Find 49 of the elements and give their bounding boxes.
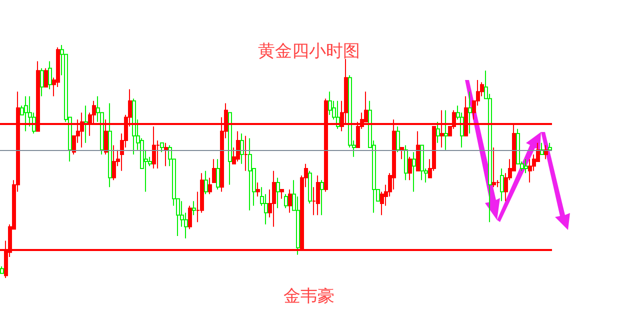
candlestick: [276, 177, 280, 209]
candlestick: [132, 98, 136, 156]
candlestick: [524, 158, 528, 174]
candlestick: [204, 170, 208, 195]
candlestick: [396, 126, 400, 153]
candlestick: [416, 130, 420, 172]
candlestick: [500, 168, 504, 202]
candlestick: [308, 170, 312, 204]
candlestick: [24, 96, 28, 132]
candlestick: [244, 135, 248, 172]
candlestick: [84, 105, 88, 144]
text: 金韦豪: [284, 286, 334, 306]
candlestick: [444, 110, 448, 150]
candlestick: [44, 68, 48, 88]
candlestick: [468, 91, 472, 134]
chart-title: 黄金四小时图: [258, 42, 360, 62]
candlestick: [420, 144, 424, 181]
candlestick: [164, 142, 168, 167]
candlestick: [108, 102, 112, 188]
candlestick: [40, 68, 44, 97]
candlestick: [212, 158, 216, 183]
candlestick: [256, 182, 260, 197]
candlestick: [408, 156, 412, 181]
candlestick: [112, 144, 116, 181]
candlestick: [216, 158, 220, 190]
candlestick: [404, 144, 408, 181]
candlestick: [0, 266, 4, 274]
candlestick: [528, 158, 532, 183]
candlestick: [288, 188, 292, 214]
candlestick: [548, 142, 552, 150]
candlestick: [320, 180, 324, 216]
candlestick: [248, 138, 252, 211]
candlestick: [192, 200, 196, 216]
candlestick: [208, 177, 212, 195]
candlestick: [272, 170, 276, 228]
candlestick: [436, 121, 440, 144]
candlestick: [284, 194, 288, 209]
candlestick: [160, 142, 164, 153]
candlestick: [492, 147, 496, 188]
candlestick: [236, 130, 240, 162]
candlestick: [280, 188, 284, 200]
candlestick: [228, 112, 232, 186]
candlestick: [316, 174, 320, 216]
candlestick: [48, 60, 52, 90]
candlestick: [400, 147, 404, 160]
candlestick: [328, 91, 332, 116]
candlestick: [240, 133, 244, 164]
candlestick: [188, 205, 192, 230]
candlestick: [412, 152, 416, 192]
